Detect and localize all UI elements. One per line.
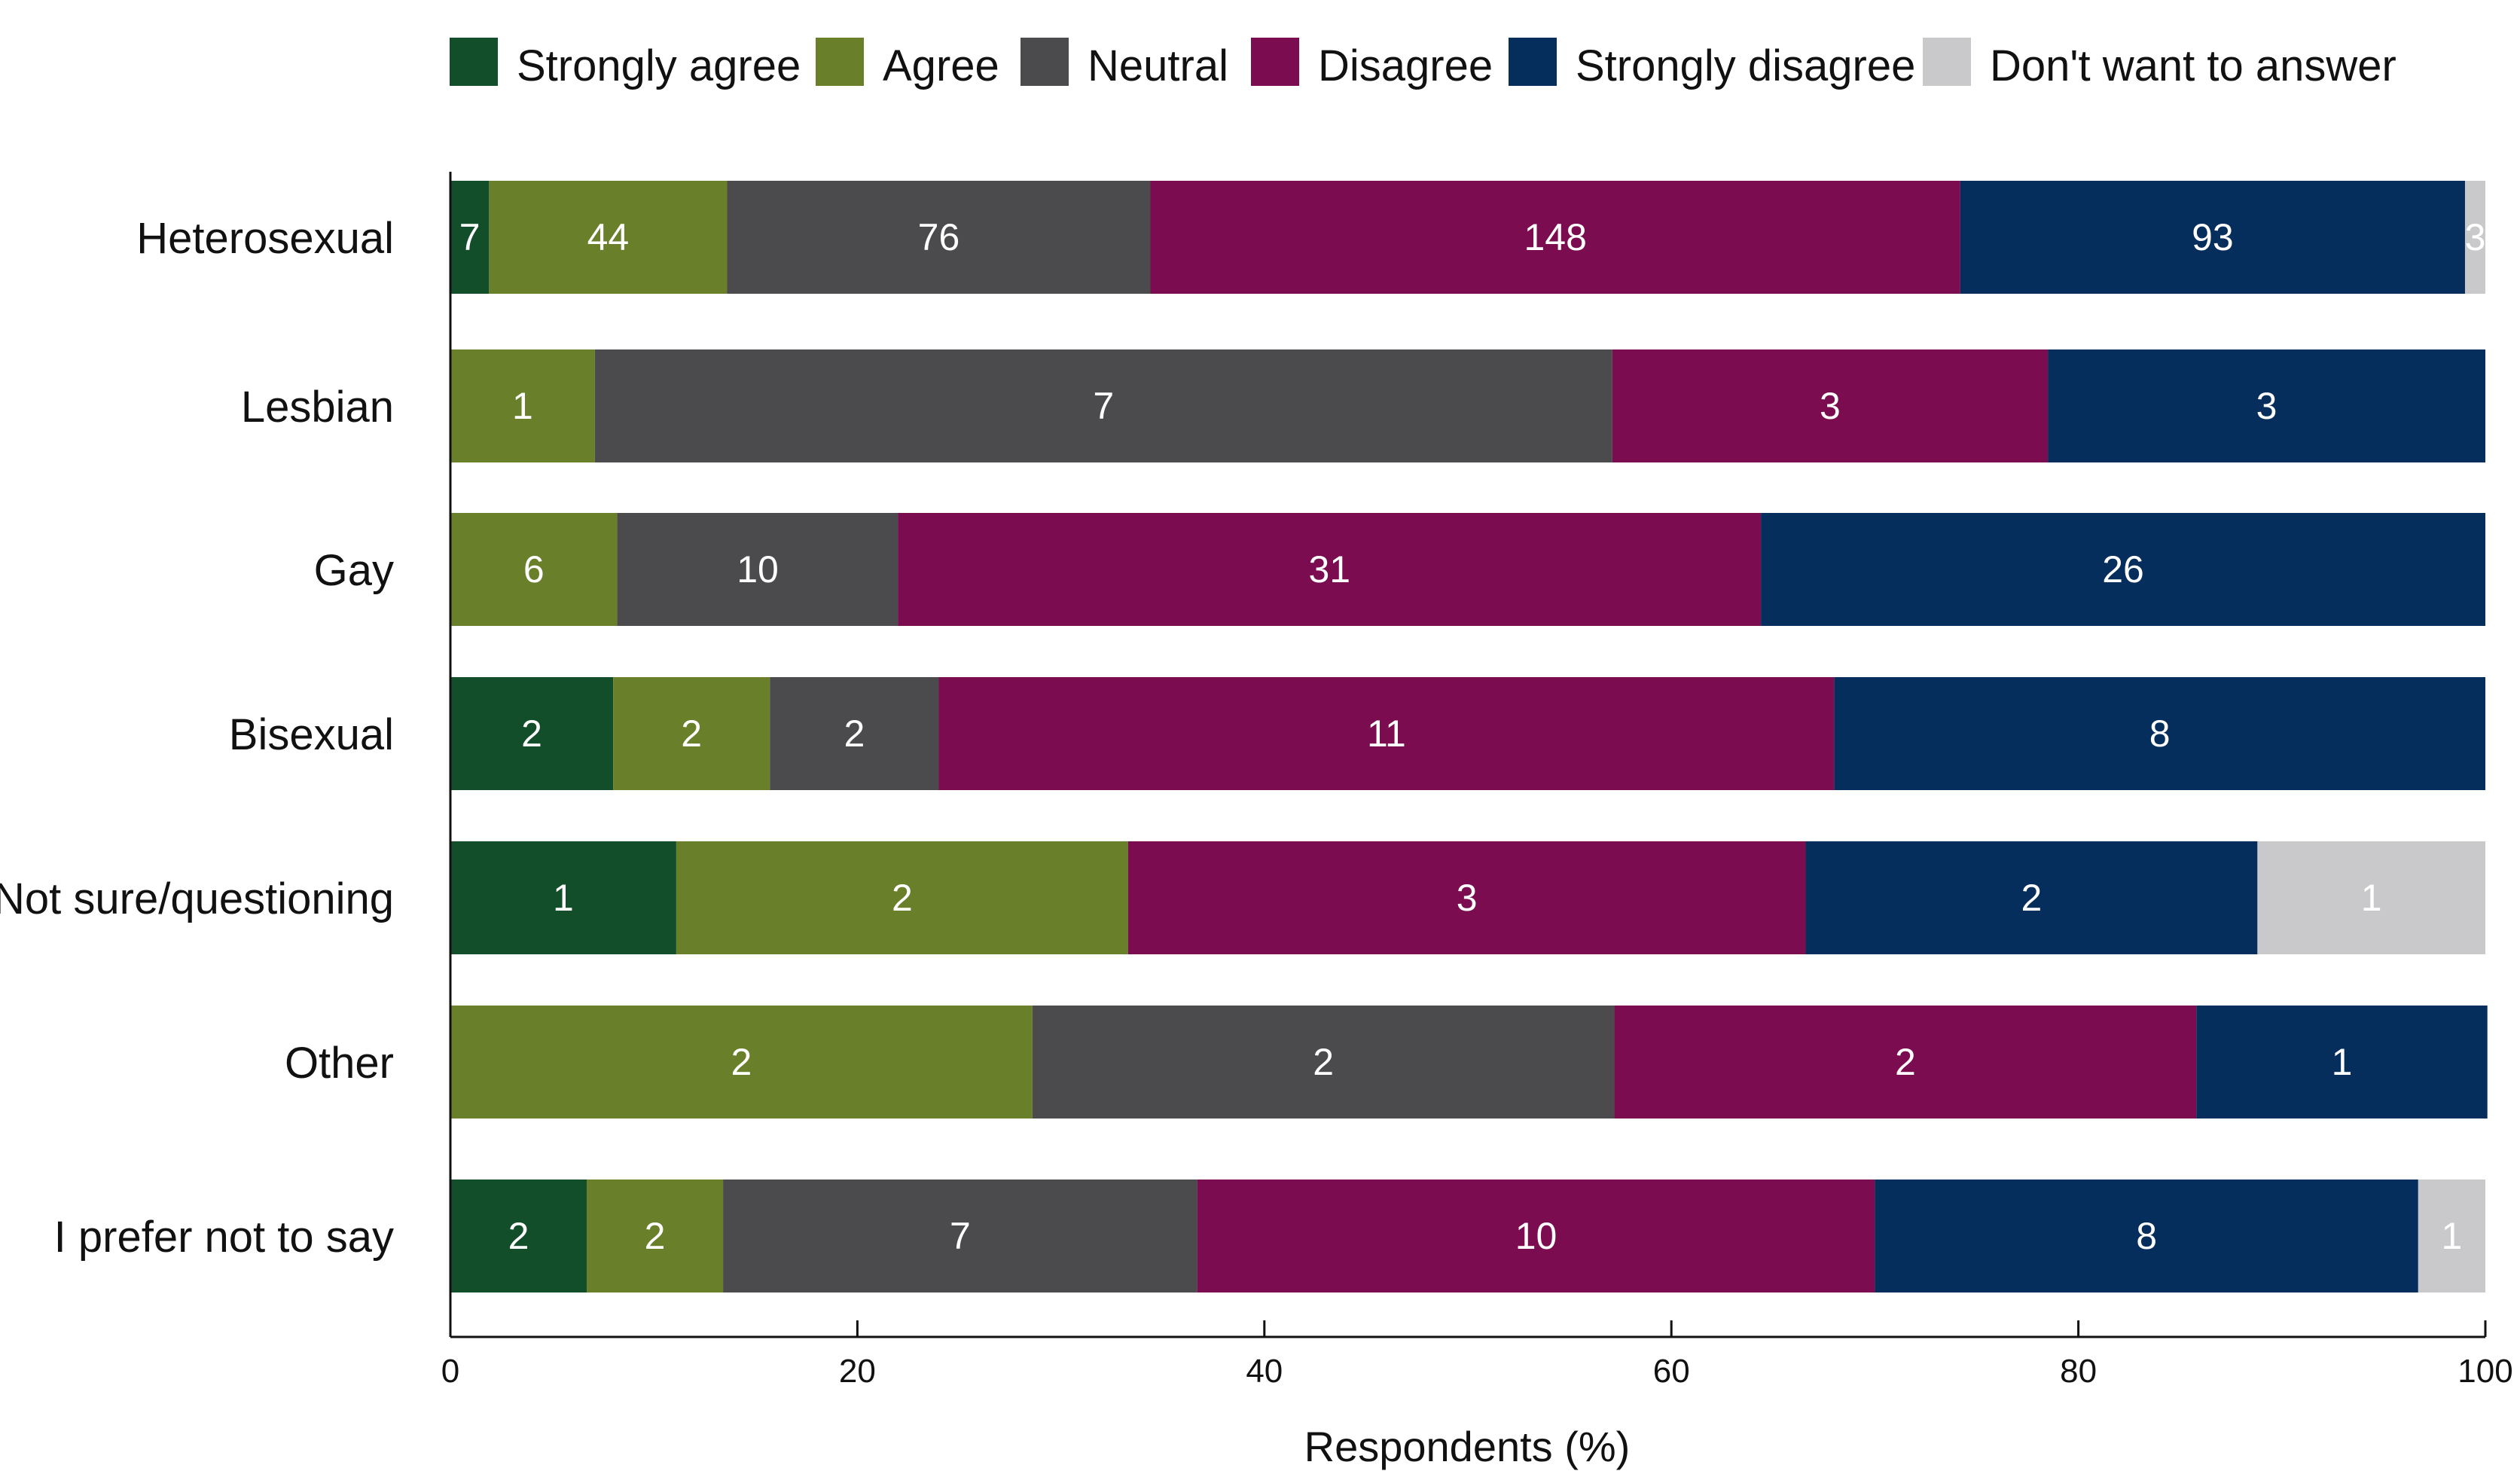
category-label: Gay — [314, 546, 394, 595]
data-label: 7 — [459, 216, 481, 258]
bar-segment — [727, 181, 1151, 294]
category-label: Not sure/questioning — [0, 874, 394, 923]
bar-segment — [2196, 1006, 2488, 1119]
x-tick-label: 20 — [839, 1353, 876, 1390]
data-label: 1 — [2332, 1041, 2353, 1083]
data-label: 8 — [2136, 1215, 2157, 1257]
data-label: 3 — [2465, 216, 2486, 258]
bar-segment — [1834, 677, 2485, 790]
legend-label: Strongly disagree — [1576, 41, 1915, 90]
data-label: 2 — [892, 877, 913, 919]
legend-label: Neutral — [1088, 41, 1228, 90]
bar-segment — [617, 513, 898, 626]
bar-segment — [594, 349, 1612, 462]
data-label: 2 — [681, 713, 702, 755]
category-label: I prefer not to say — [54, 1213, 394, 1262]
bar-segment — [723, 1180, 1197, 1292]
bar-segment — [1805, 841, 2258, 954]
legend: Strongly agree Agree Neutral Disagree Strong… — [450, 38, 2396, 90]
x-tick-label: 100 — [2457, 1353, 2512, 1390]
bar-segment — [898, 513, 1762, 626]
legend-swatch — [816, 38, 864, 86]
category-label: Bisexual — [229, 710, 394, 759]
legend-swatch — [1509, 38, 1557, 86]
data-label: 10 — [1515, 1215, 1557, 1257]
legend-label: Strongly agree — [517, 41, 801, 90]
x-tick-label: 40 — [1246, 1353, 1283, 1390]
bar-segment — [1197, 1180, 1875, 1292]
category-label: Heterosexual — [136, 214, 394, 263]
data-label: 2 — [844, 713, 865, 755]
data-label: 7 — [950, 1215, 971, 1257]
legend-swatch — [1251, 38, 1299, 86]
bar-segment — [613, 677, 770, 790]
data-label: 8 — [2149, 713, 2171, 755]
data-label: 3 — [1457, 877, 1478, 919]
data-label: 2 — [508, 1215, 529, 1257]
bar-segment — [770, 677, 939, 790]
bar-segment — [450, 1180, 587, 1292]
bar-segment — [1875, 1180, 2418, 1292]
bar-segment — [1614, 1006, 2197, 1119]
x-tick-label: 0 — [441, 1353, 459, 1390]
data-label: 93 — [2192, 216, 2234, 258]
data-label: 1 — [2361, 877, 2382, 919]
bar-segment — [587, 1180, 724, 1292]
legend-label: Disagree — [1318, 41, 1493, 90]
bar-segment — [938, 677, 1835, 790]
bar-segment — [2048, 349, 2485, 462]
bars: 7 44 76 148 93 31 7 3 36 10 31 262 2 2 11 81 2 3 2 12 2 2 12 2 7… — [450, 181, 2488, 1292]
bar-segment — [1960, 181, 2465, 294]
bar-segment — [1761, 513, 2485, 626]
legend-label: Agree — [883, 41, 999, 90]
data-label: 44 — [587, 216, 630, 258]
legend-label: Don't want to answer — [1990, 41, 2396, 90]
data-label: 3 — [1820, 385, 1841, 427]
data-label: 2 — [1313, 1041, 1334, 1083]
legend-swatch — [450, 38, 498, 86]
x-axis-title: Respondents (%) — [1304, 1423, 1631, 1470]
bar-segment — [1032, 1006, 1615, 1119]
bar-segment — [1612, 349, 2049, 462]
bar-segment — [1127, 841, 1806, 954]
legend-swatch — [1923, 38, 1971, 86]
data-label: 76 — [918, 216, 960, 258]
data-label: 3 — [2256, 385, 2277, 427]
bar-segment — [450, 1006, 1033, 1119]
bar-segment — [489, 181, 728, 294]
data-label: 2 — [731, 1041, 752, 1083]
x-tick-label: 80 — [2060, 1353, 2097, 1390]
legend-swatch — [1021, 38, 1069, 86]
bar-segment — [2418, 1180, 2485, 1292]
data-label: 2 — [645, 1215, 666, 1257]
category-label: Lesbian — [241, 383, 394, 432]
bar-segment — [2257, 841, 2485, 954]
data-label: 2 — [521, 713, 542, 755]
bar-segment — [450, 181, 490, 294]
axes: Respondents (%) Heterosexual Lesbian Gay Bi… — [0, 172, 2513, 1470]
bar-segment — [450, 349, 595, 462]
data-label: 2 — [1895, 1041, 1916, 1083]
category-label: Other — [285, 1039, 394, 1088]
data-label: 10 — [737, 548, 779, 591]
x-tick-label: 60 — [1653, 1353, 1690, 1390]
data-label: 6 — [523, 548, 545, 591]
bar-segment — [450, 677, 614, 790]
bar-segment — [450, 841, 676, 954]
data-label: 1 — [2442, 1215, 2463, 1257]
data-label: 2 — [2021, 877, 2043, 919]
bar-segment — [676, 841, 1128, 954]
bar-segment — [2464, 181, 2485, 294]
data-label: 148 — [1524, 216, 1586, 258]
data-label: 7 — [1093, 385, 1114, 427]
data-label: 26 — [2102, 548, 2144, 591]
data-label: 31 — [1308, 548, 1350, 591]
data-label: 1 — [512, 385, 533, 427]
bar-segment — [450, 513, 618, 626]
data-label: 11 — [1367, 713, 1406, 755]
data-label: 1 — [553, 877, 574, 919]
bar-segment — [1150, 181, 1960, 294]
